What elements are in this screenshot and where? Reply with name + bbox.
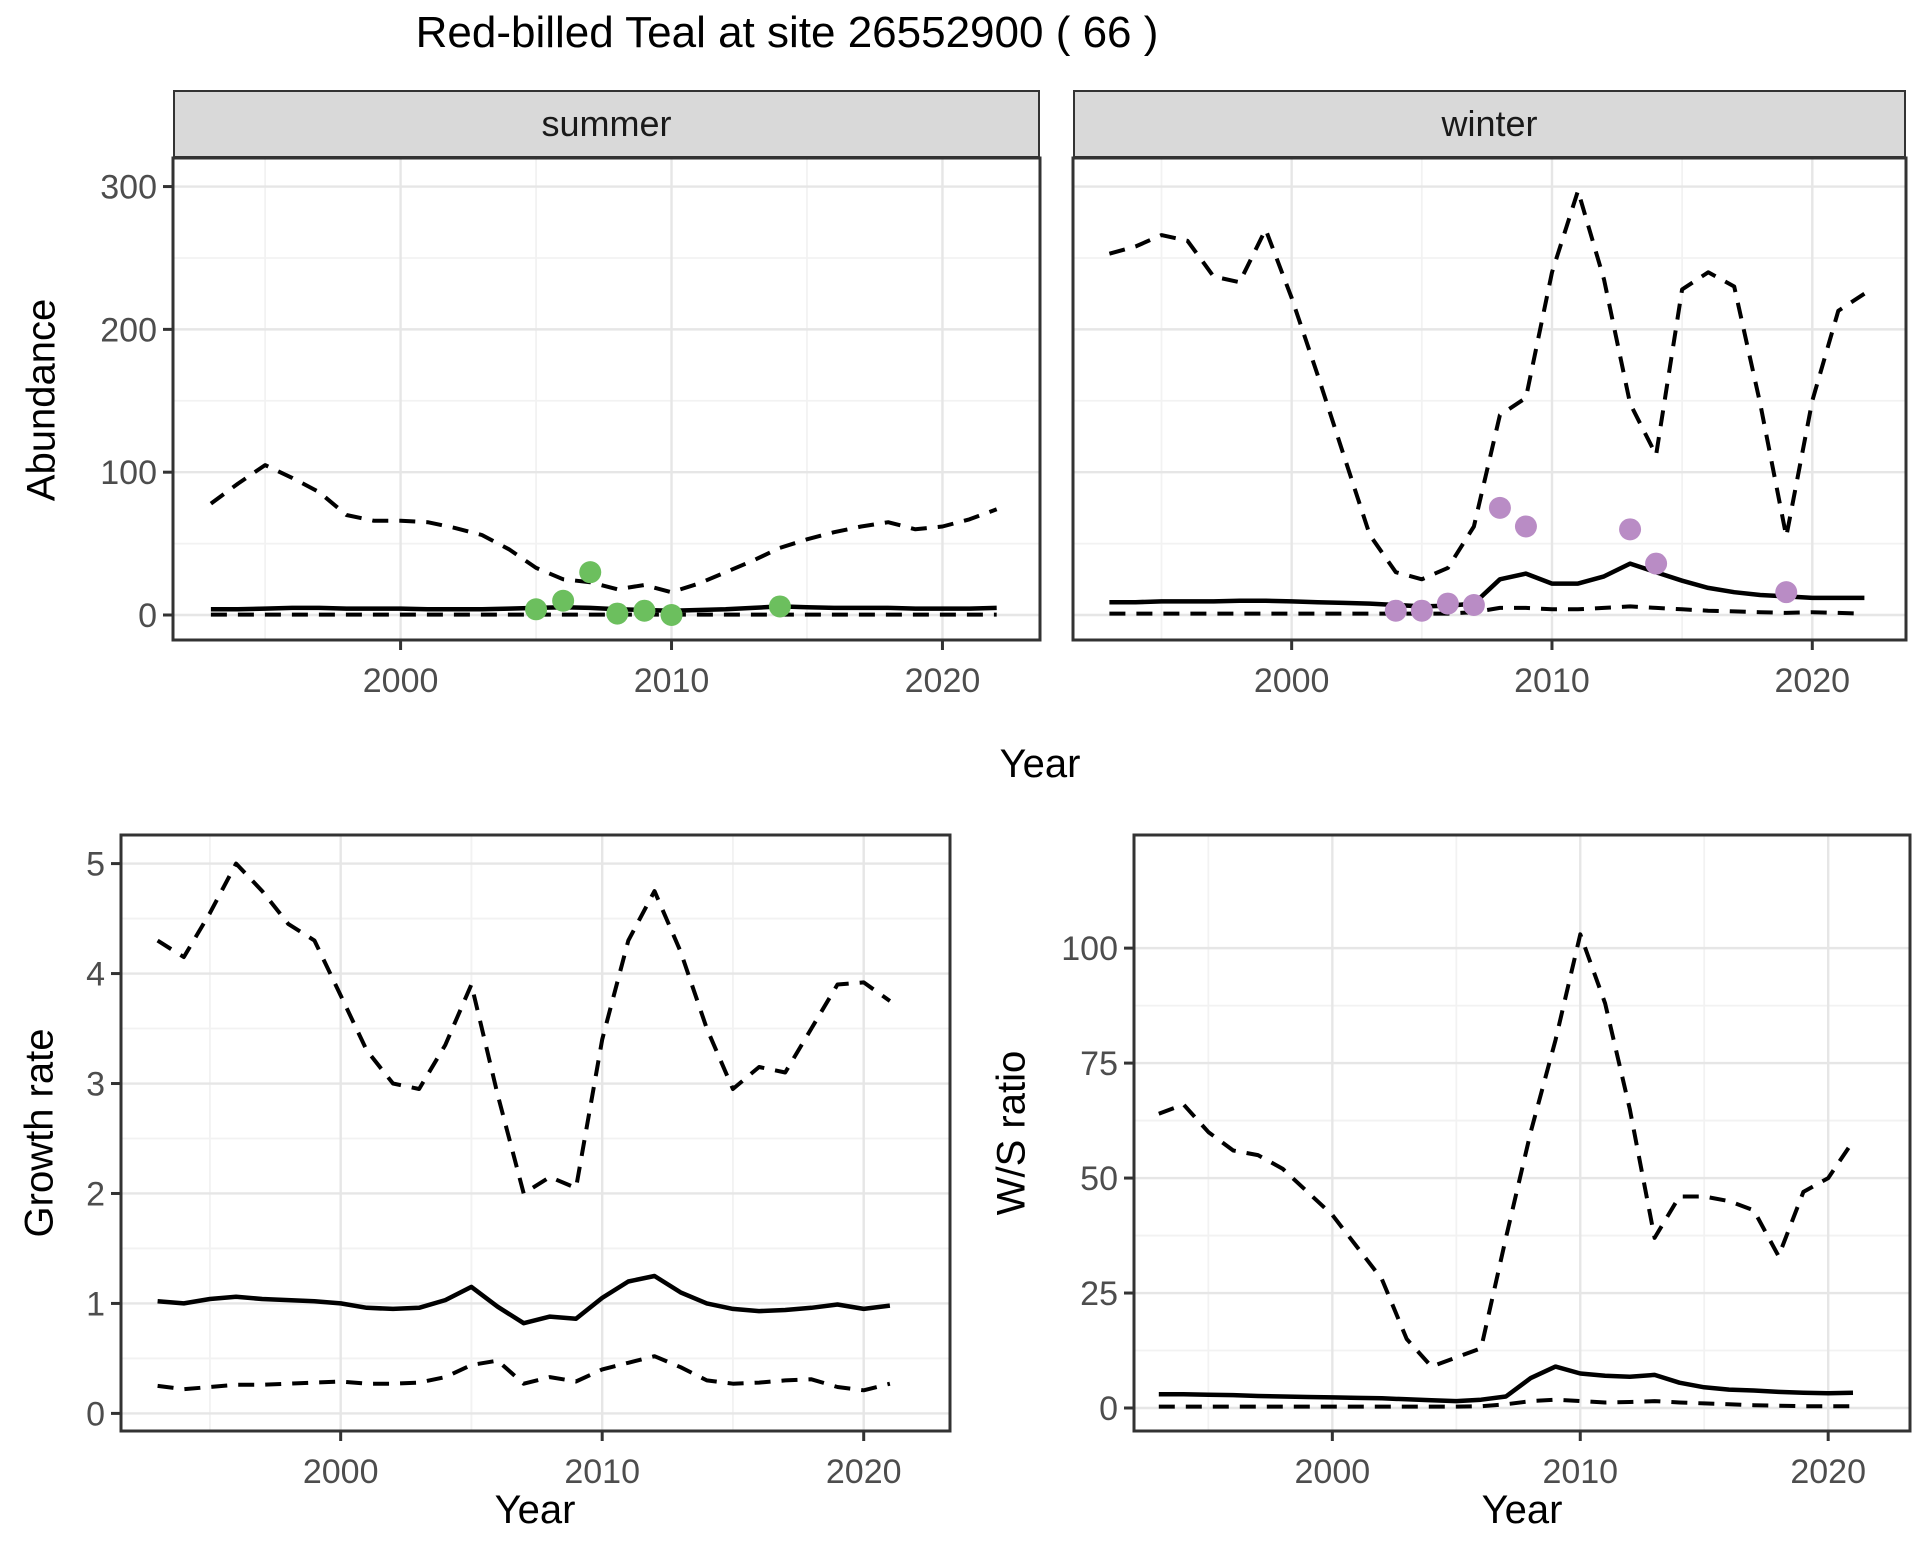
facet-strip-label: summer [541,103,672,144]
summer_abundance-x-tick-label: 2010 [634,662,710,700]
growth_rate-y-tick-label: 4 [86,956,105,994]
summer_abundance-observed-count [579,561,602,584]
growth_rate-y-tick-label: 3 [86,1066,105,1104]
summer_abundance-y-tick-label: 300 [100,169,157,207]
winter_abundance-x-tick-label: 2000 [1254,662,1330,700]
winter_abundance-lower_95ci-line [1109,604,1865,616]
summer_abundance-upper_95ci-line [209,463,998,595]
facet-strip-winter: winter [1073,90,1906,158]
ws_ratio-panel-border [1132,833,1912,1433]
summer_abundance-x-tick-label: 2000 [363,662,439,700]
ws_ratio-x-tick-label: 2000 [1295,1453,1371,1491]
summer_abundance-observed-count [606,602,629,625]
growth_rate-y-tick-label: 2 [86,1175,105,1213]
ws_ratio-upper_95ci-line [1158,932,1855,1369]
x-axis-title-year-bottom-right: Year [1481,1488,1563,1532]
ws_ratio-panel-background [1134,835,1910,1431]
summer_abundance-observed-count [552,589,575,612]
growth_rate-upper_95ci-line [156,861,892,1196]
winter_abundance-x-tick-label: 2010 [1514,662,1590,700]
ws_ratio-median-line [1158,1364,1854,1404]
winter_abundance-panel-background [1073,158,1906,640]
winter_abundance-x-tick-label: 2020 [1774,662,1850,700]
summer_abundance-observed-count [633,599,656,622]
summer_abundance-x-tick-label: 2020 [905,662,981,700]
growth_rate-y-tick-label: 1 [86,1285,105,1323]
ws_ratio-x-tick-label: 2020 [1790,1453,1866,1491]
summer_abundance-observed-count [525,598,548,621]
winter_abundance-observed-count [1384,599,1407,622]
winter_abundance-upper_95ci-line [1108,188,1866,582]
growth_rate-y-tick-label: 0 [86,1395,105,1433]
growth_rate-median-line [157,1273,891,1326]
ws_ratio-y-tick-label: 25 [1080,1275,1118,1313]
x-axis-title-year-bottom-left: Year [494,1488,576,1532]
winter_abundance-observed-count [1619,518,1642,541]
winter_abundance-observed-count [1410,599,1433,622]
ws_ratio-lower_95ci-line [1158,1397,1853,1409]
growth_rate-x-tick-label: 2010 [564,1453,640,1491]
winter_abundance-panel-border [1071,156,1908,642]
growth_rate-panel-border [119,833,952,1433]
x-axis-title-year-top: Year [999,742,1081,786]
summer_abundance-panel-border [171,156,1042,642]
winter_abundance-median-line [1109,561,1865,609]
summer_abundance-median-line [210,604,997,613]
growth_rate-panel-background [121,835,950,1431]
growth_rate-x-tick-label: 2020 [826,1453,902,1491]
growth_rate-lower_95ci-line [157,1354,891,1393]
growth_rate-x-tick-label: 2000 [303,1453,379,1491]
ws_ratio-x-tick-label: 2010 [1542,1453,1618,1491]
summer_abundance-observed-count [660,604,683,627]
winter_abundance-observed-count [1488,496,1511,519]
ws_ratio-y-tick-label: 75 [1080,1045,1118,1083]
summer_abundance-y-tick-label: 0 [138,597,157,635]
figure-title: Red-billed Teal at site 26552900 ( 66 ) [415,8,1159,57]
ws_ratio-y-tick-label: 100 [1061,930,1118,968]
winter_abundance-observed-count [1645,552,1668,575]
winter_abundance-observed-count [1775,581,1798,604]
summer_abundance-panel-background [173,158,1040,640]
facet-strip-summer: summer [173,90,1040,158]
facet-strip-label: winter [1441,103,1538,144]
summer_abundance-observed-count [768,595,791,618]
winter_abundance-observed-count [1514,515,1537,538]
ws_ratio-y-tick-label: 0 [1099,1390,1118,1428]
winter_abundance-observed-count [1462,594,1485,617]
summer_abundance-y-tick-label: 100 [100,454,157,492]
summer_abundance-y-tick-label: 200 [100,311,157,349]
winter_abundance-observed-count [1436,592,1459,615]
growth_rate-y-tick-label: 5 [86,846,105,884]
ws_ratio-y-tick-label: 50 [1080,1160,1118,1198]
